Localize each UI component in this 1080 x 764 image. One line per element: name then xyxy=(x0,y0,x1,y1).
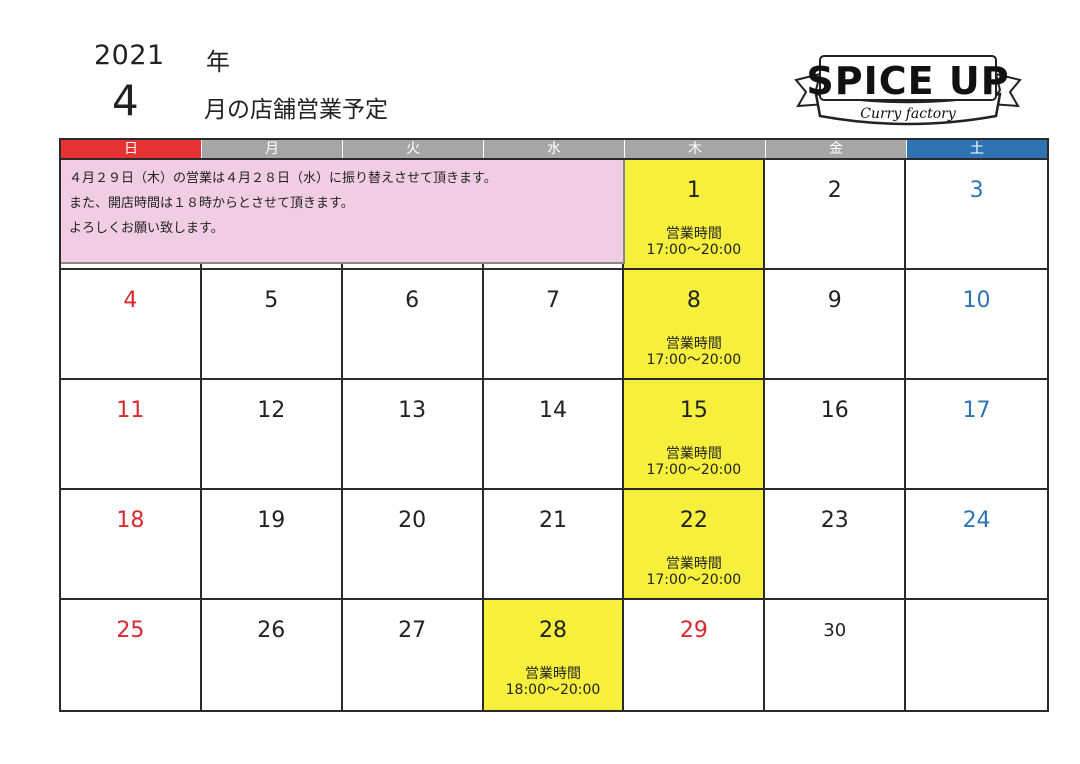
day-cell: 19 xyxy=(201,490,343,600)
day-number: 7 xyxy=(545,288,560,313)
business-hours: 営業時間 17:00〜20:00 xyxy=(624,226,763,258)
day-number: 27 xyxy=(398,618,427,643)
day-number: 28 xyxy=(538,618,567,643)
day-cell: 8 営業時間 17:00〜20:00 xyxy=(624,270,766,380)
notice-box: ４月２９日（木）の営業は４月２８日（水）に振り替えさせて頂きます。 また、開店時… xyxy=(61,160,625,264)
day-number: 2 xyxy=(827,178,842,203)
day-number: 5 xyxy=(264,288,279,313)
calendar-grid: 1 営業時間 17:00〜20:00 2 3 4 5 6 7 8 営業時間 17:00〜20:00 9 1… xyxy=(61,160,1047,710)
business-hours: 営業時間 17:00〜20:00 xyxy=(624,446,763,478)
day-number: 26 xyxy=(257,618,286,643)
day-number: 22 xyxy=(679,508,708,533)
day-number: 20 xyxy=(398,508,427,533)
day-cell: 12 xyxy=(201,380,343,490)
day-cell xyxy=(906,600,1047,710)
notice-line: ４月２９日（木）の営業は４月２８日（水）に振り替えさせて頂きます。 xyxy=(69,171,497,186)
day-number: 17 xyxy=(962,398,991,423)
day-number: 4 xyxy=(123,288,138,313)
day-cell: 5 xyxy=(201,270,343,380)
weekday-thu: 木 xyxy=(625,140,766,158)
day-number: 24 xyxy=(962,508,991,533)
day-cell: 23 xyxy=(765,490,907,600)
business-hours-time: 17:00〜20:00 xyxy=(646,572,742,588)
day-number: 8 xyxy=(686,288,701,313)
business-hours-label: 営業時間 xyxy=(665,226,722,242)
weekday-sat: 土 xyxy=(907,140,1047,158)
day-cell: 30 xyxy=(765,600,907,710)
business-hours: 営業時間 17:00〜20:00 xyxy=(624,556,763,588)
day-cell: 2 xyxy=(765,160,907,270)
weekday-header: 日 月 火 水 木 金 土 xyxy=(61,140,1047,160)
day-number: 29 xyxy=(679,618,708,643)
day-cell: 3 xyxy=(906,160,1047,270)
day-cell: 18 xyxy=(61,490,202,600)
weekday-sun: 日 xyxy=(61,140,202,158)
day-cell: 26 xyxy=(202,600,343,710)
day-number: 18 xyxy=(116,508,145,533)
business-hours-label: 営業時間 xyxy=(665,556,722,572)
day-number: 14 xyxy=(538,398,567,423)
day-cell: 25 xyxy=(61,600,202,710)
logo-tagline: Curry factory xyxy=(860,106,957,122)
day-number: 13 xyxy=(398,398,427,423)
business-hours-time: 17:00〜20:00 xyxy=(646,242,742,258)
day-cell: 9 xyxy=(765,270,907,380)
day-cell: 22 営業時間 17:00〜20:00 xyxy=(624,490,766,600)
weekday-tue: 火 xyxy=(343,140,484,158)
weekday-wed: 水 xyxy=(484,140,625,158)
day-number: 25 xyxy=(116,618,145,643)
day-cell: 13 xyxy=(342,380,484,490)
business-hours-time: 17:00〜20:00 xyxy=(646,462,742,478)
day-number: 23 xyxy=(820,508,849,533)
spice-up-logo: SPICE UP Curry factory xyxy=(794,55,1022,126)
day-cell: 16 xyxy=(765,380,907,490)
day-cell: 27 xyxy=(343,600,484,710)
notice-line: また、開店時間は１８時からとさせて頂きます。 xyxy=(69,196,354,211)
month: 4 xyxy=(112,76,139,125)
logo-text: SPICE UP xyxy=(806,59,1009,103)
day-cell: 17 xyxy=(906,380,1047,490)
business-hours-time: 17:00〜20:00 xyxy=(646,352,742,368)
day-number: 1 xyxy=(686,178,701,203)
day-cell: 1 営業時間 17:00〜20:00 xyxy=(624,160,766,270)
day-number: 15 xyxy=(679,398,708,423)
day-number: 12 xyxy=(257,398,286,423)
business-hours: 営業時間 17:00〜20:00 xyxy=(624,336,763,368)
day-number: 6 xyxy=(405,288,420,313)
day-cell: 7 xyxy=(483,270,625,380)
day-cell: 28 営業時間 18:00〜20:00 xyxy=(483,600,625,710)
day-number: 30 xyxy=(823,620,847,641)
day-cell: 10 xyxy=(906,270,1047,380)
business-hours: 営業時間 18:00〜20:00 xyxy=(484,666,623,698)
day-cell: 6 xyxy=(342,270,484,380)
business-hours-label: 営業時間 xyxy=(524,666,581,682)
page-title: 月の店舗営業予定 xyxy=(204,97,388,123)
day-cell: 14 xyxy=(483,380,625,490)
day-number: 21 xyxy=(538,508,567,533)
day-cell: 4 xyxy=(61,270,202,380)
day-number: 16 xyxy=(820,398,849,423)
business-hours-time: 18:00〜20:00 xyxy=(505,682,601,698)
day-cell: 24 xyxy=(906,490,1047,600)
notice-line: よろしくお願い致します。 xyxy=(69,221,224,236)
day-cell: 29 xyxy=(624,600,766,710)
day-number: 11 xyxy=(116,398,145,423)
weekday-mon: 月 xyxy=(202,140,343,158)
year-suffix: 年 xyxy=(206,48,230,76)
calendar: 日 月 火 水 木 金 土 1 営業時間 17:00〜20:00 2 3 4 5 6 7 8 営業時… xyxy=(59,138,1049,712)
day-cell: 21 xyxy=(483,490,625,600)
business-hours-label: 営業時間 xyxy=(665,446,722,462)
day-cell: 20 xyxy=(342,490,484,600)
day-cell: 15 営業時間 17:00〜20:00 xyxy=(624,380,766,490)
year: 2021 xyxy=(94,40,165,71)
business-hours-label: 営業時間 xyxy=(665,336,722,352)
day-number: 9 xyxy=(827,288,842,313)
day-number: 10 xyxy=(962,288,991,313)
day-cell: 11 xyxy=(61,380,202,490)
day-number: 3 xyxy=(969,178,984,203)
day-number: 19 xyxy=(257,508,286,533)
weekday-fri: 金 xyxy=(766,140,907,158)
